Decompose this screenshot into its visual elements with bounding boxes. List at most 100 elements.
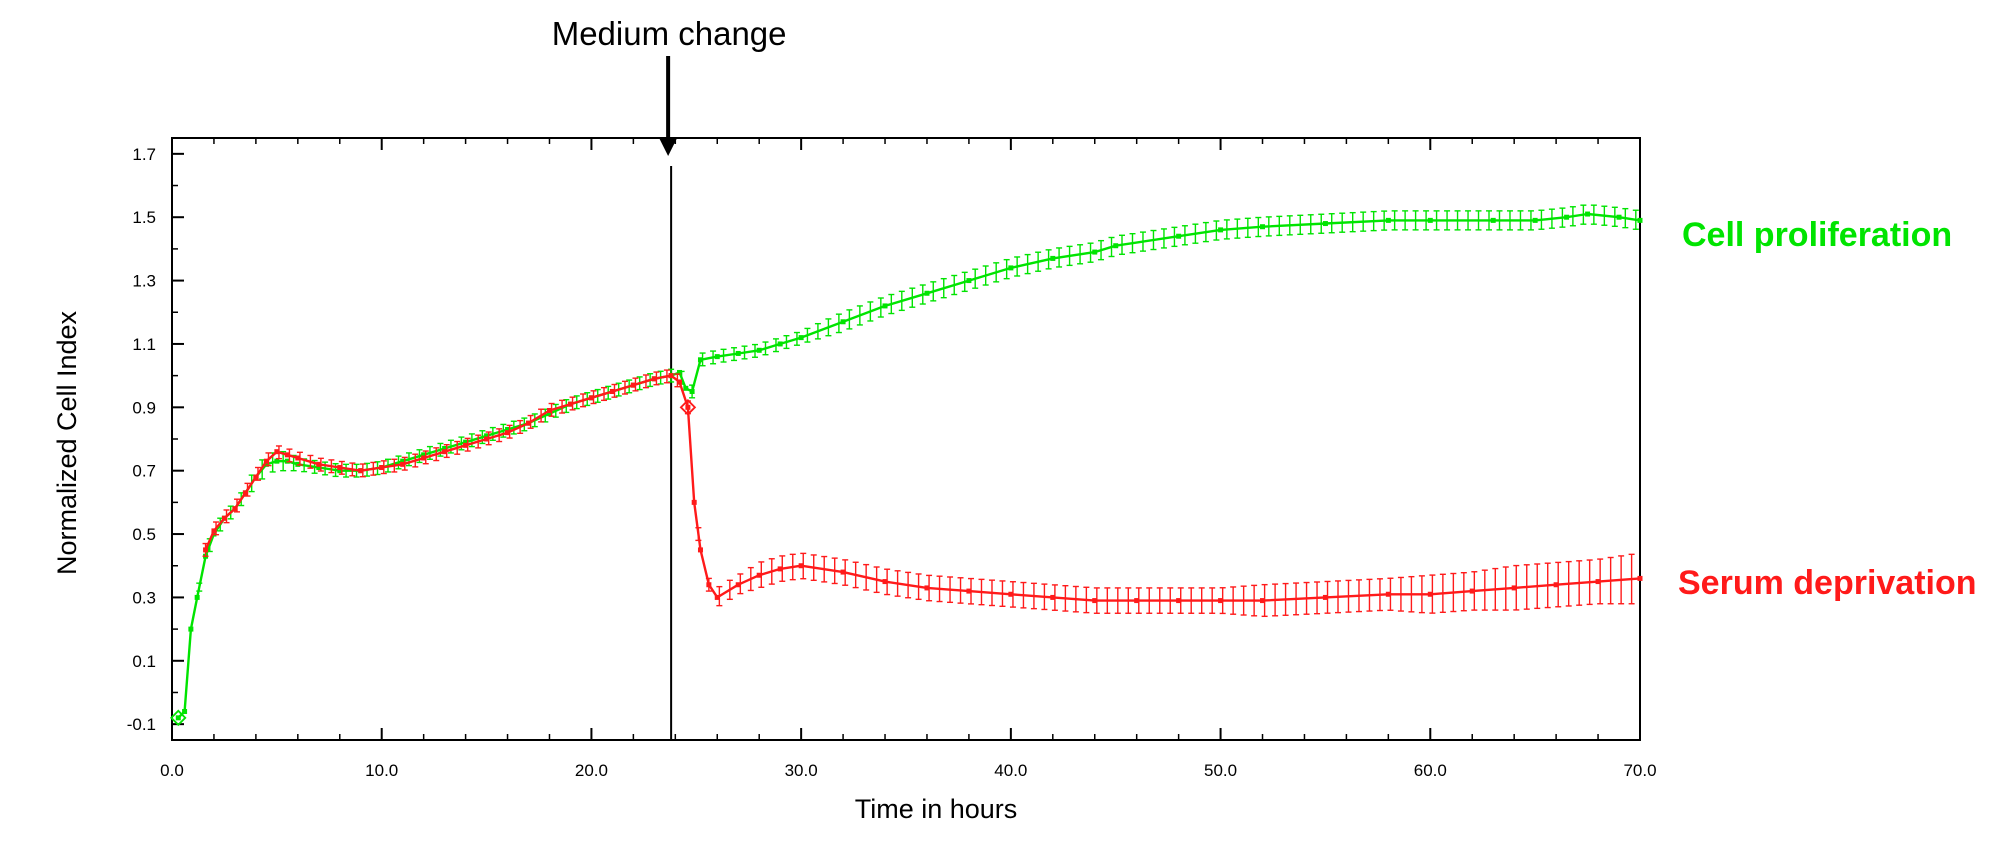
series-label-serum-deprivation: Serum deprivation	[1678, 564, 1977, 602]
data-point	[1385, 591, 1391, 597]
data-point	[379, 465, 385, 471]
data-point	[182, 708, 188, 714]
data-point	[421, 452, 427, 458]
data-point	[284, 452, 290, 458]
data-point	[1637, 217, 1643, 223]
data-point	[966, 278, 972, 284]
series-cell-proliferation	[175, 204, 1643, 721]
data-point	[840, 319, 846, 325]
data-point	[1218, 598, 1224, 604]
data-point	[651, 376, 657, 382]
data-point	[274, 458, 280, 464]
x-tick-label: 30.0	[785, 761, 818, 780]
x-tick-label: 0.0	[160, 761, 184, 780]
data-point	[668, 373, 674, 379]
data-point	[777, 566, 783, 572]
start-marker	[170, 709, 187, 727]
data-point	[882, 579, 888, 585]
y-tick-label: 1.7	[132, 145, 156, 164]
data-point	[677, 369, 683, 375]
data-point	[1427, 217, 1433, 223]
data-point	[1616, 214, 1622, 220]
data-point	[756, 347, 762, 353]
data-point	[1322, 221, 1328, 227]
data-point	[484, 433, 490, 439]
y-tick-label: 0.9	[132, 398, 156, 417]
data-point	[735, 350, 741, 356]
data-point	[505, 426, 511, 432]
data-point	[1585, 211, 1591, 217]
data-point	[1176, 598, 1182, 604]
tick-marks	[171, 138, 1641, 740]
data-point	[1469, 588, 1475, 594]
data-point	[442, 446, 448, 452]
data-point	[546, 411, 552, 417]
data-point	[706, 582, 712, 588]
data-point	[295, 455, 301, 461]
data-point	[263, 461, 269, 467]
x-axis-title: Time in hours	[855, 794, 1018, 824]
y-tick-label: -0.1	[127, 715, 156, 734]
data-point	[689, 388, 695, 394]
y-tick-label: 0.1	[132, 652, 156, 671]
data-point	[194, 594, 200, 600]
data-point	[316, 461, 322, 467]
data-point	[546, 407, 552, 413]
medium-change-arrowhead	[659, 138, 678, 156]
y-tick-label: 0.7	[132, 462, 156, 481]
data-point	[697, 547, 703, 553]
data-point	[484, 436, 490, 442]
x-tick-label: 60.0	[1414, 761, 1447, 780]
data-point	[924, 585, 930, 591]
y-tick-label: 1.3	[132, 272, 156, 291]
data-point	[1008, 591, 1014, 597]
data-point	[1050, 594, 1056, 600]
data-point	[714, 354, 720, 360]
series-label-cell-proliferation: Cell proliferation	[1682, 216, 1952, 254]
medium-change-annotation: Medium change	[552, 15, 787, 52]
data-point	[714, 594, 720, 600]
data-point	[337, 468, 343, 474]
data-point	[1511, 585, 1517, 591]
data-point	[609, 388, 615, 394]
y-axis-title: Normalized Cell Index	[52, 310, 82, 575]
data-point	[1218, 227, 1224, 233]
data-point	[242, 490, 248, 496]
data-point	[677, 379, 683, 385]
data-point	[685, 404, 691, 410]
data-point	[966, 588, 972, 594]
data-point	[316, 465, 322, 471]
data-point	[567, 401, 573, 407]
medium-change-marker	[679, 399, 697, 416]
data-point	[882, 303, 888, 309]
x-tick-label: 40.0	[994, 761, 1027, 780]
data-point	[358, 468, 364, 474]
data-point	[1260, 224, 1266, 230]
data-point	[463, 439, 469, 445]
data-point	[211, 528, 217, 534]
x-tick-label: 70.0	[1623, 761, 1656, 780]
data-point	[1385, 217, 1391, 223]
data-point	[1260, 598, 1266, 604]
series-serum-deprivation	[202, 369, 1643, 618]
y-tick-label: 1.5	[132, 208, 156, 227]
data-point	[337, 465, 343, 471]
data-point	[697, 357, 703, 363]
data-point	[421, 455, 427, 461]
data-point	[442, 449, 448, 455]
data-point	[1134, 598, 1140, 604]
y-tick-label: 0.3	[132, 588, 156, 607]
data-point	[1553, 582, 1559, 588]
data-point	[175, 715, 181, 721]
data-point	[400, 458, 406, 464]
series-layer	[170, 204, 1643, 727]
data-point	[777, 341, 783, 347]
data-point	[691, 499, 697, 505]
data-point	[274, 449, 280, 455]
data-point	[253, 474, 259, 480]
x-tick-labels: 0.0 10.0 20.0 30.0 40.0 50.0 60.0 70.0	[160, 761, 1656, 780]
data-point	[840, 569, 846, 575]
data-point	[1532, 217, 1538, 223]
data-point	[1322, 594, 1328, 600]
